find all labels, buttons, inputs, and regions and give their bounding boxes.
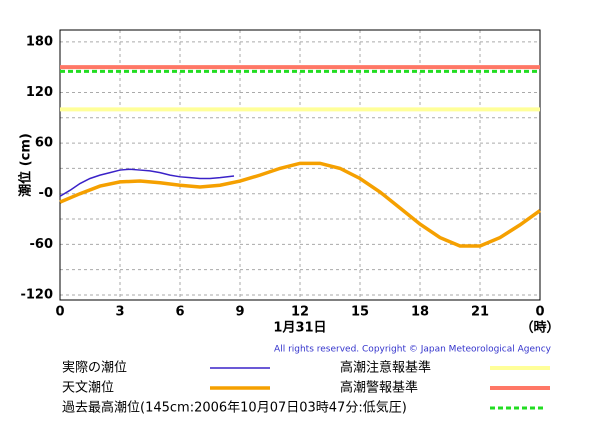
x-tick-label: 9 [235,305,244,320]
legend-label: 高潮注意報基準 [340,360,431,376]
plot-frame [59,29,541,301]
y-tick-label: 180 [26,34,53,49]
legend-label: 高潮警報基準 [340,380,418,396]
y-tick-label: -0 [39,186,53,201]
series-line [59,168,235,197]
x-tick-label: 0 [55,305,64,320]
x-axis-label: 1月31日 [273,321,326,336]
x-axis-unit: （時） [520,320,559,336]
legend-label: 過去最高潮位(145cm:2006年10月07日03時47分:低気圧) [62,400,407,416]
y-tick-label: -120 [20,287,53,302]
x-tick-label: 15 [351,305,369,320]
y-axis-label: 潮位 (cm) [18,133,34,197]
x-tick-label: 3 [115,305,124,320]
series-line [59,161,542,248]
y-tick-label: 60 [35,136,53,151]
copyright: All rights reserved. Copyright © Japan M… [274,345,552,355]
x-tick-label: 6 [175,305,184,320]
legend-label: 実際の潮位 [62,360,127,376]
x-tick-label: 0 [535,305,544,320]
x-tick-label: 12 [291,305,309,320]
x-tick-label: 21 [471,305,489,320]
y-tick-label: 120 [26,85,53,100]
y-tick-label: -60 [30,237,54,252]
legend-label: 天文潮位 [62,381,114,396]
x-tick-label: 18 [411,305,429,320]
